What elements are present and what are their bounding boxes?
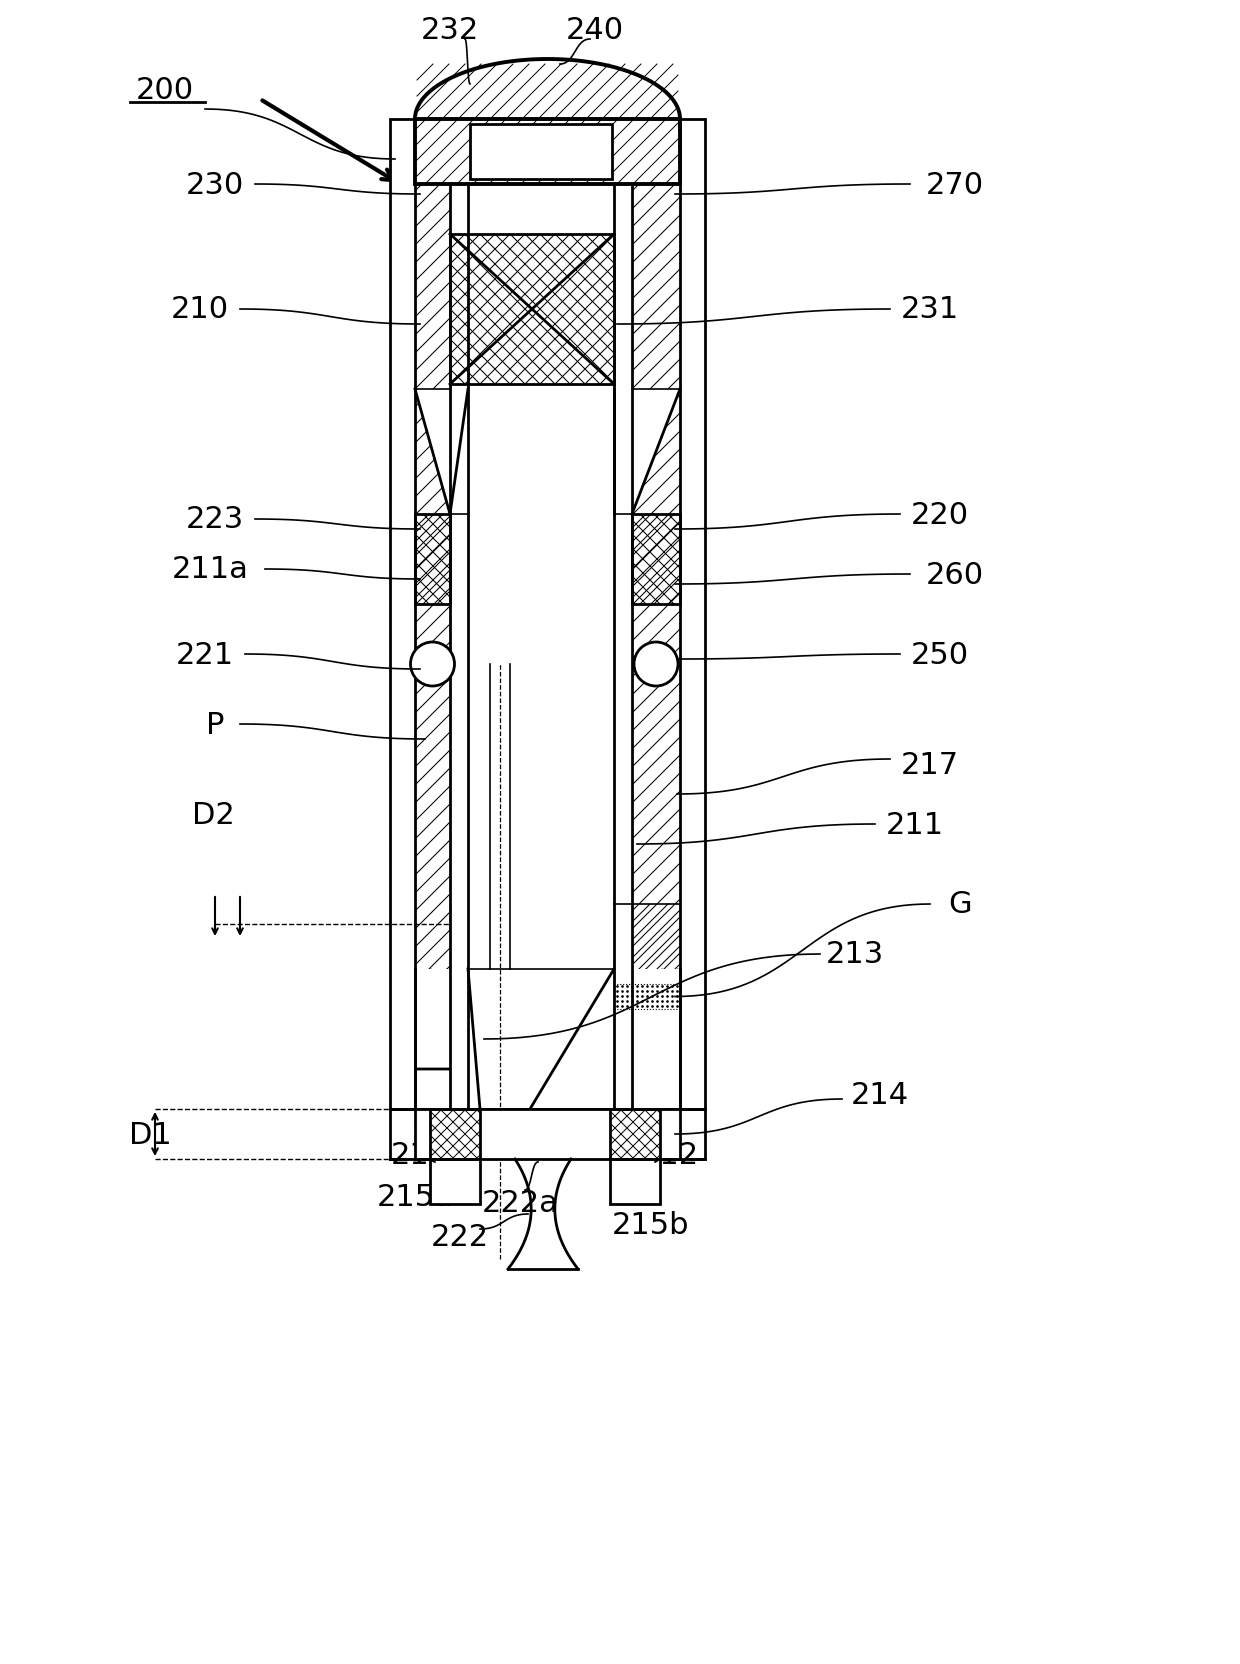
Bar — [430, 1110, 480, 1160]
Text: 211: 211 — [885, 810, 944, 839]
Text: 221: 221 — [176, 641, 234, 669]
Text: 222: 222 — [432, 1221, 489, 1251]
Polygon shape — [450, 389, 614, 514]
Text: G: G — [949, 890, 972, 919]
Text: 240: 240 — [565, 15, 624, 45]
Bar — [430, 1160, 480, 1205]
Text: 215: 215 — [391, 1140, 449, 1168]
Text: P: P — [206, 711, 224, 739]
Bar — [610, 1110, 660, 1160]
Polygon shape — [632, 389, 680, 514]
Text: 210: 210 — [171, 295, 229, 324]
Bar — [450, 120, 467, 1110]
Text: 270: 270 — [926, 170, 985, 200]
Circle shape — [634, 642, 678, 687]
Text: D2: D2 — [192, 800, 234, 829]
Text: 200: 200 — [136, 75, 195, 105]
Bar — [680, 120, 706, 1110]
Bar — [632, 514, 680, 604]
Polygon shape — [529, 970, 680, 1110]
Text: 260: 260 — [926, 561, 985, 589]
Text: 222a: 222a — [481, 1188, 558, 1216]
Text: 213: 213 — [826, 940, 884, 968]
Text: 214: 214 — [851, 1080, 909, 1108]
Text: 232: 232 — [420, 15, 479, 45]
Text: D1: D1 — [129, 1120, 171, 1148]
Text: 250: 250 — [911, 641, 970, 669]
Text: 223: 223 — [186, 506, 244, 534]
Bar — [614, 120, 632, 1110]
Bar — [450, 235, 614, 384]
Text: 212: 212 — [641, 1140, 699, 1168]
Bar — [467, 664, 614, 970]
Text: 231: 231 — [901, 295, 959, 324]
Text: 211a: 211a — [171, 556, 248, 584]
Bar — [614, 985, 680, 1010]
Polygon shape — [415, 970, 480, 1110]
Bar — [391, 120, 415, 1110]
Polygon shape — [415, 389, 450, 514]
Text: 215b: 215b — [611, 1210, 688, 1238]
Text: 215a: 215a — [377, 1181, 454, 1211]
Bar — [467, 120, 614, 1110]
Circle shape — [410, 642, 455, 687]
Bar — [470, 125, 613, 180]
Bar — [610, 1160, 660, 1205]
Text: 217: 217 — [901, 750, 959, 779]
Text: 220: 220 — [911, 501, 970, 529]
Bar — [415, 514, 450, 604]
Bar — [415, 1110, 680, 1160]
Bar — [415, 120, 680, 185]
Text: 230: 230 — [186, 170, 244, 200]
